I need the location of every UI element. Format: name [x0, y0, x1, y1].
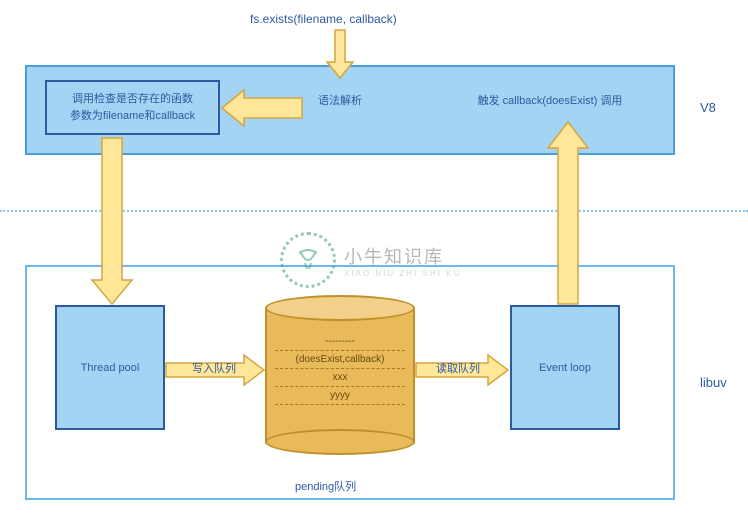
arrow-eventloop-to-trigger	[548, 122, 588, 306]
arrow-parse-to-check	[222, 90, 302, 126]
v8-parse-node: 语法解析	[300, 92, 380, 122]
cyl-row: ---------	[275, 333, 405, 351]
v8-check-line1: 调用检查是否存在的函数	[70, 91, 195, 108]
top-call-text: fs.exists(filename, callback)	[250, 12, 397, 26]
read-queue-label: 读取队列	[436, 360, 480, 376]
cyl-row: xxx	[275, 369, 405, 387]
watermark: 小牛知识库 XIAO NIU ZHI SHI KU	[280, 232, 461, 288]
v8-check-line2: 参数为filename和callback	[70, 108, 195, 125]
cyl-row: (doesExist,callback)	[275, 351, 405, 369]
v8-label: V8	[700, 100, 716, 115]
cylinder-rows: --------- (doesExist,callback) xxx yyyy	[275, 333, 405, 405]
event-loop-node: Event loop	[510, 305, 620, 430]
arrow-check-to-threadpool	[92, 138, 132, 306]
v8-trigger-node: 触发 callback(doesExist) 调用	[455, 92, 645, 122]
thread-pool-node: Thread pool	[55, 305, 165, 430]
write-queue-label: 写入队列	[192, 360, 236, 376]
watermark-subtitle: XIAO NIU ZHI SHI KU	[344, 269, 461, 278]
libuv-label: libuv	[700, 375, 727, 390]
watermark-title: 小牛知识库	[344, 243, 461, 269]
pending-queue-cylinder: --------- (doesExist,callback) xxx yyyy	[265, 295, 415, 455]
v8-check-node: 调用检查是否存在的函数 参数为filename和callback	[45, 80, 220, 135]
pending-label: pending队列	[295, 478, 356, 494]
arrow-top-to-parse	[325, 30, 355, 80]
cyl-row: yyyy	[275, 387, 405, 405]
watermark-icon	[280, 232, 336, 288]
